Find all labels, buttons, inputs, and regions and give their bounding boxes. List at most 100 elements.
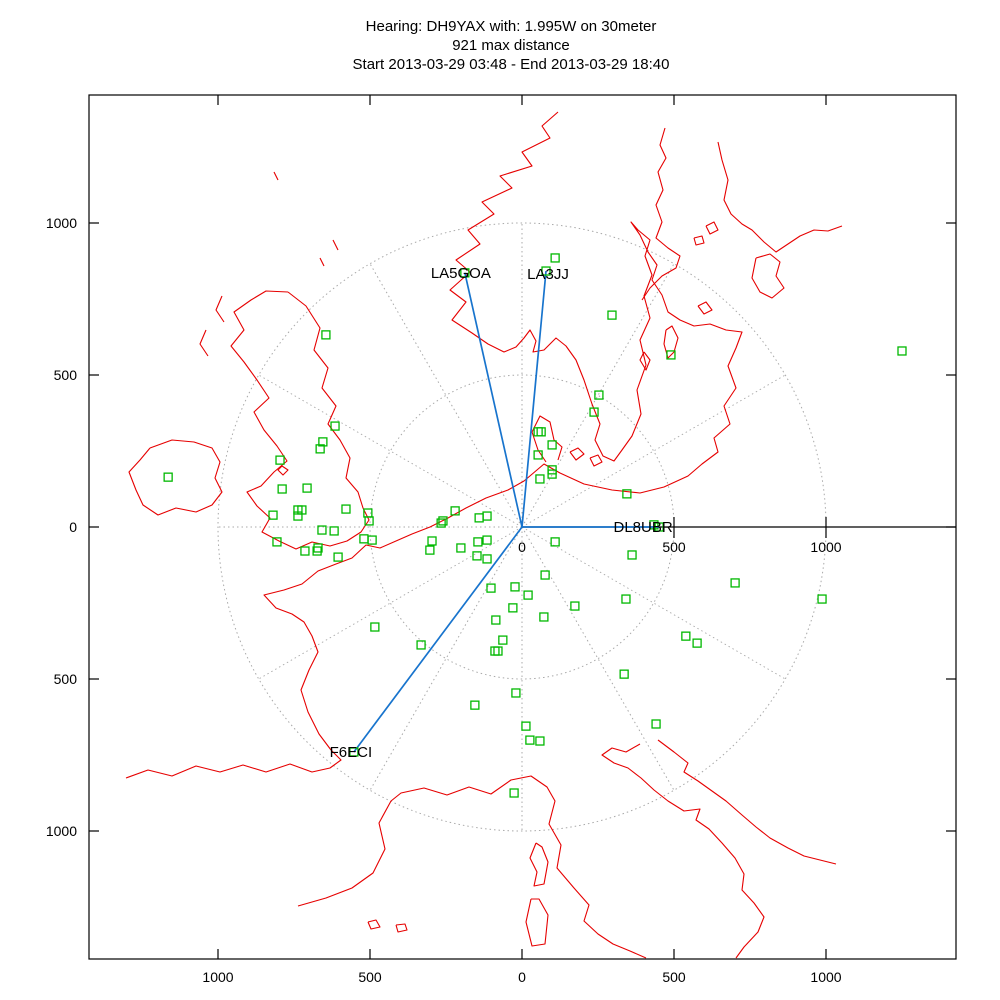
coastline-path bbox=[128, 439, 223, 516]
spot-square bbox=[333, 552, 343, 562]
station-square-DL8UBR bbox=[654, 522, 664, 532]
spot-square bbox=[627, 550, 637, 560]
spot-square bbox=[456, 543, 466, 553]
y-axis-tick-label: 1000 bbox=[46, 823, 77, 839]
station-path-LA5GOA bbox=[464, 272, 523, 528]
x-axis-tick-label: 0 bbox=[518, 969, 526, 985]
spot-square bbox=[511, 688, 521, 698]
x-axis-tick-label: 500 bbox=[662, 969, 686, 985]
spot-square bbox=[521, 721, 531, 731]
spot-square bbox=[491, 615, 501, 625]
spot-square bbox=[498, 635, 508, 645]
spot-square bbox=[364, 516, 374, 526]
coastline-path bbox=[531, 415, 563, 463]
spot-square bbox=[367, 535, 377, 545]
spot-square bbox=[570, 601, 580, 611]
spot-square bbox=[425, 545, 435, 555]
spot-square bbox=[493, 646, 503, 656]
station-square-LA5GOA bbox=[460, 268, 470, 278]
station-square-F6ECI bbox=[349, 747, 359, 757]
coastline-path bbox=[367, 919, 381, 930]
grid-spoke bbox=[369, 526, 523, 791]
spot-square bbox=[473, 537, 483, 547]
coastline-path bbox=[639, 351, 651, 371]
grid-spoke bbox=[258, 374, 523, 528]
coastline-path bbox=[705, 221, 719, 235]
coastline-path bbox=[601, 743, 765, 959]
spot-square bbox=[486, 583, 496, 593]
station-path-LA3JJ bbox=[521, 270, 547, 528]
spot-square bbox=[482, 554, 492, 564]
coastline-path bbox=[641, 127, 681, 301]
spot-square bbox=[293, 511, 303, 521]
coastline-path bbox=[529, 842, 549, 887]
spot-square bbox=[589, 407, 599, 417]
y-axis-tick-label: 0 bbox=[69, 519, 77, 535]
spot-square bbox=[594, 390, 604, 400]
spot-square bbox=[525, 735, 535, 745]
coastline-path bbox=[332, 239, 339, 251]
spot-square bbox=[547, 440, 557, 450]
spot-square bbox=[607, 310, 617, 320]
spot-square bbox=[474, 513, 484, 523]
spot-square bbox=[275, 455, 285, 465]
spot-square bbox=[649, 520, 659, 530]
x-axis-tick-label: 500 bbox=[358, 969, 382, 985]
station-label-F6ECI: F6ECI bbox=[330, 744, 373, 761]
spot-square bbox=[330, 421, 340, 431]
spot-square bbox=[539, 612, 549, 622]
coastline-path bbox=[569, 447, 585, 461]
coastline-path bbox=[525, 898, 549, 947]
spot-square bbox=[300, 546, 310, 556]
spot-square bbox=[272, 537, 282, 547]
plot-time-range: Start 2013-03-29 03:48 - End 2013-03-29 … bbox=[353, 56, 670, 73]
spot-square bbox=[163, 472, 173, 482]
spot-square bbox=[450, 506, 460, 516]
spot-square bbox=[341, 504, 351, 514]
grid-spoke bbox=[521, 526, 786, 680]
spot-square bbox=[312, 546, 322, 556]
y-axis-tick-label: 500 bbox=[54, 671, 78, 687]
plot-area: 0 500 1000 1000 1000 500 500 0 0 500 500 1000 1000 LA… bbox=[46, 94, 957, 985]
coastline-path bbox=[395, 923, 408, 933]
spot-square bbox=[533, 450, 543, 460]
grid-spoke bbox=[521, 526, 675, 791]
y-axis-tick-label: 1000 bbox=[46, 215, 77, 231]
coastline-path bbox=[319, 257, 325, 267]
grid-spoke bbox=[369, 263, 523, 528]
coastline-path bbox=[199, 329, 209, 357]
spot-square bbox=[730, 578, 740, 588]
coastline-path bbox=[663, 325, 679, 359]
spot-square bbox=[329, 526, 339, 536]
spot-square bbox=[550, 537, 560, 547]
spot-square bbox=[508, 603, 518, 613]
spot-square bbox=[535, 736, 545, 746]
zero-axis-tick-label: 0 bbox=[518, 539, 526, 555]
spot-square bbox=[619, 669, 629, 679]
spot-square bbox=[681, 631, 691, 641]
coastline-path bbox=[589, 454, 603, 467]
spot-square bbox=[651, 719, 661, 729]
coastline-path bbox=[125, 111, 743, 779]
spot-square bbox=[692, 638, 702, 648]
grid-spoke bbox=[521, 263, 675, 528]
spot-square bbox=[536, 427, 546, 437]
coastline-path bbox=[693, 235, 705, 246]
spot-square bbox=[817, 594, 827, 604]
coastline-path bbox=[215, 295, 225, 323]
spot-square bbox=[315, 444, 325, 454]
spot-square bbox=[359, 534, 369, 544]
spot-square bbox=[302, 483, 312, 493]
spot-square bbox=[510, 582, 520, 592]
spot-square bbox=[436, 518, 446, 528]
coastline-path bbox=[297, 775, 647, 959]
coastline-path bbox=[751, 253, 785, 299]
spot-square bbox=[482, 511, 492, 521]
spot-square bbox=[550, 253, 560, 263]
x-axis-tick-label: 1000 bbox=[810, 969, 841, 985]
zero-axis-tick-label: 500 bbox=[662, 539, 686, 555]
spot-square bbox=[621, 594, 631, 604]
spot-square bbox=[470, 700, 480, 710]
station-label-LA5GOA: LA5GOA bbox=[431, 265, 491, 282]
station-label-DL8UBR: DL8UBR bbox=[614, 519, 673, 536]
